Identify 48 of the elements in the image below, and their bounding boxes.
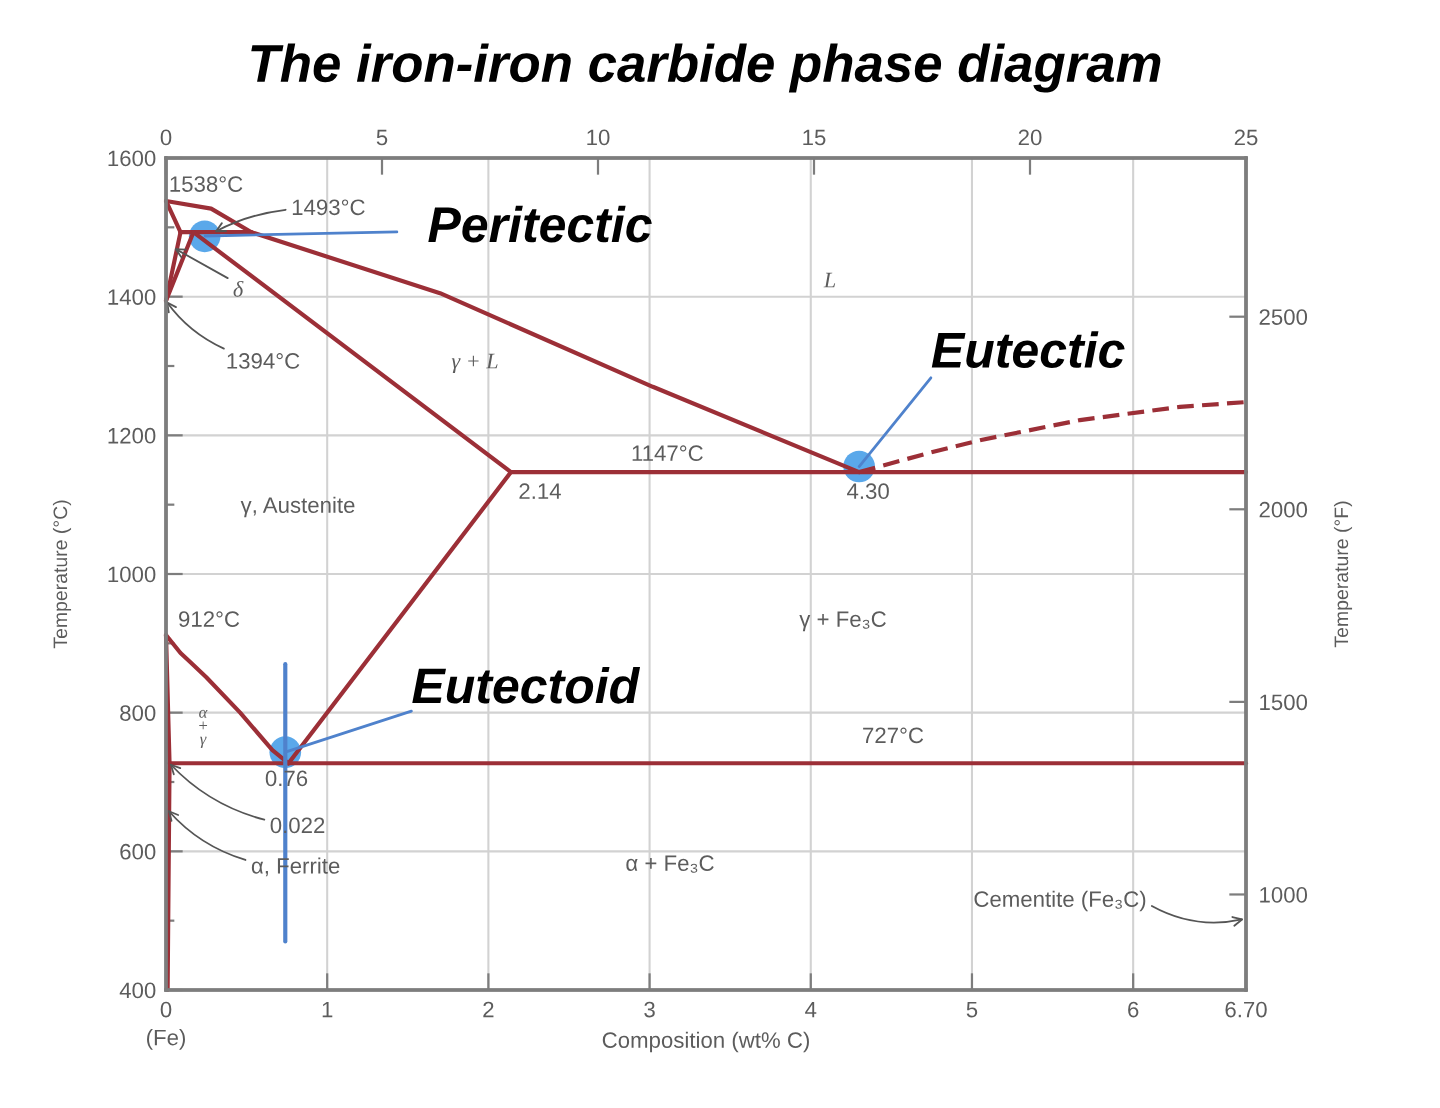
- annotation: 1538°C: [170, 176, 243, 192]
- x-axis-title: Composition (wt% C): [602, 1031, 809, 1053]
- annotation: α + γ: [199, 709, 208, 748]
- y-tick-label: 400: [119, 982, 156, 999]
- y2-axis-title: Temperature (°F): [1333, 501, 1353, 648]
- x-tick-label: 5: [966, 1001, 978, 1018]
- annotation: 2.14: [519, 483, 561, 499]
- annotation: γ + L: [451, 353, 498, 374]
- x-tick-label: 2: [483, 1001, 494, 1018]
- annotation: 1394°C: [227, 353, 300, 369]
- annotation: δ: [233, 280, 244, 297]
- x2-tick-label: 0: [160, 129, 172, 146]
- x2-tick-label: 5: [376, 129, 388, 146]
- x-tick-label: 6: [1128, 1001, 1139, 1018]
- annotation: Peritectic: [428, 205, 652, 243]
- annotation: 1493°C: [292, 199, 365, 216]
- annotation: 4.30: [847, 483, 889, 500]
- y2-tick-label: 1000: [1260, 887, 1308, 903]
- annotation: 727°C: [863, 727, 924, 744]
- annotation: 912°C: [179, 611, 240, 627]
- x2-tick-label: 10: [587, 129, 610, 146]
- x-tick-label: 0 (Fe): [147, 1001, 185, 1050]
- chart-title: The iron-iron carbide phase diagram: [251, 43, 1161, 93]
- x2-tick-label: 15: [803, 129, 826, 146]
- annotation: Cementite (Fe₃C): [974, 890, 1146, 912]
- y-tick-label: 600: [120, 843, 156, 860]
- annotation: Eutectoid: [412, 666, 641, 704]
- annotation: γ, Austenite: [240, 496, 355, 518]
- x2-tick-label: 25: [1234, 129, 1258, 146]
- y-tick-label: 1000: [108, 566, 156, 583]
- annotation: γ + Fe₃C: [799, 611, 886, 632]
- y-tick-label: 1400: [108, 289, 156, 305]
- y2-tick-label: 2500: [1259, 309, 1308, 325]
- annotation: α + Fe₃C: [626, 855, 714, 873]
- y-axis-title: Temperature (°C): [52, 500, 72, 649]
- x-tick-label: 1: [322, 1001, 333, 1018]
- x-tick-label: 6.70: [1225, 1001, 1267, 1018]
- y-tick-label: 1600: [108, 150, 156, 167]
- x-tick-label: 3: [644, 1001, 655, 1018]
- x2-tick-label: 20: [1018, 129, 1042, 146]
- y-tick-label: 800: [120, 705, 156, 721]
- annotation: 1147°C: [632, 445, 703, 462]
- y-tick-label: 1200: [108, 427, 156, 444]
- y2-tick-label: 2000: [1259, 501, 1308, 518]
- annotation: Eutectic: [931, 331, 1125, 368]
- x-tick-label: 4: [805, 1001, 817, 1018]
- annotation: L: [823, 272, 836, 288]
- y2-tick-label: 1500: [1260, 694, 1308, 711]
